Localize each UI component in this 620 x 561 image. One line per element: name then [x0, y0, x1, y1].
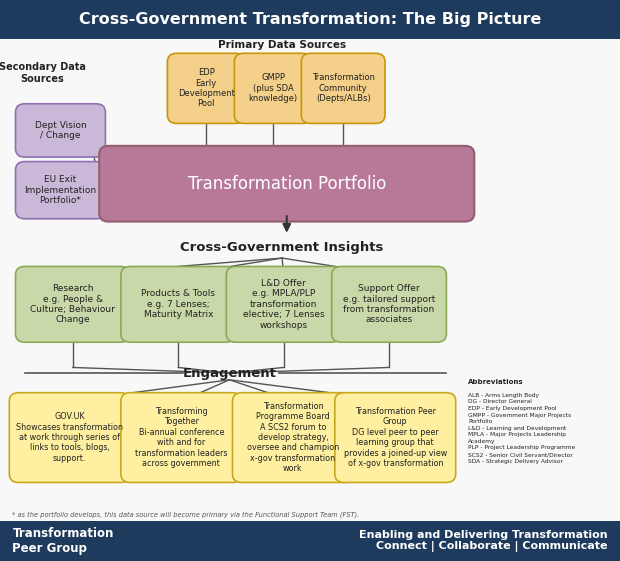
FancyBboxPatch shape: [121, 393, 242, 482]
Text: Engagement: Engagement: [182, 366, 277, 380]
Text: Dept Vision
/ Change: Dept Vision / Change: [35, 121, 86, 140]
Text: Primary Data Sources: Primary Data Sources: [218, 40, 346, 50]
Text: Enabling and Delivering Transformation
Connect | Collaborate | Communicate: Enabling and Delivering Transformation C…: [359, 530, 608, 552]
Text: Research
e.g. People &
Culture; Behaviour
Change: Research e.g. People & Culture; Behaviou…: [30, 284, 115, 324]
FancyBboxPatch shape: [121, 266, 236, 342]
Text: GOV.UK
Showcases transformation
at work through series of
links to tools, blogs,: GOV.UK Showcases transformation at work …: [16, 412, 123, 463]
Text: Abbreviations: Abbreviations: [468, 379, 524, 385]
FancyBboxPatch shape: [16, 162, 105, 219]
Text: L&D Offer
e.g. MPLA/PLP
transformation
elective; 7 Lenses
workshops: L&D Offer e.g. MPLA/PLP transformation e…: [243, 279, 324, 330]
Text: EU Exit
Implementation
Portfolio*: EU Exit Implementation Portfolio*: [24, 175, 97, 205]
Text: Cross-Government Insights: Cross-Government Insights: [180, 241, 384, 255]
Text: Transformation Portfolio: Transformation Portfolio: [188, 174, 386, 193]
FancyBboxPatch shape: [16, 104, 105, 157]
Text: Transforming
Together
Bi-annual conference
with and for
transformation leaders
a: Transforming Together Bi-annual conferen…: [135, 407, 228, 468]
Text: ALB - Arms Length Body
DG - Director General
EDP - Early Development Pool
GMPP -: ALB - Arms Length Body DG - Director Gen…: [468, 393, 575, 464]
Text: Transformation
Community
(Depts/ALBs): Transformation Community (Depts/ALBs): [312, 73, 374, 103]
FancyBboxPatch shape: [0, 521, 620, 561]
Text: Cross-Government Transformation: The Big Picture: Cross-Government Transformation: The Big…: [79, 12, 541, 27]
Text: GMPP
(plus SDA
knowledge): GMPP (plus SDA knowledge): [249, 73, 298, 103]
FancyBboxPatch shape: [332, 266, 446, 342]
FancyBboxPatch shape: [99, 146, 474, 222]
Text: Secondary Data
Sources: Secondary Data Sources: [0, 62, 86, 84]
Text: Products & Tools
e.g. 7 Lenses;
Maturity Matrix: Products & Tools e.g. 7 Lenses; Maturity…: [141, 289, 215, 319]
FancyBboxPatch shape: [335, 393, 456, 482]
FancyBboxPatch shape: [9, 393, 130, 482]
Text: Transformation
Peer Group: Transformation Peer Group: [12, 527, 114, 555]
FancyBboxPatch shape: [234, 53, 312, 123]
Text: * as the portfolio develops, this data source will become primary via the Functi: * as the portfolio develops, this data s…: [12, 512, 360, 518]
FancyBboxPatch shape: [167, 53, 245, 123]
FancyBboxPatch shape: [232, 393, 353, 482]
FancyBboxPatch shape: [226, 266, 341, 342]
FancyBboxPatch shape: [0, 0, 620, 39]
Text: EDP
Early
Development
Pool: EDP Early Development Pool: [178, 68, 234, 108]
Text: Transformation
Programme Board
A SCS2 forum to
develop strategy,
oversee and cha: Transformation Programme Board A SCS2 fo…: [247, 402, 339, 473]
Text: Transformation Peer
Group
DG level peer to peer
learning group that
provides a j: Transformation Peer Group DG level peer …: [343, 407, 447, 468]
FancyBboxPatch shape: [16, 266, 130, 342]
Text: Support Offer
e.g. tailored support
from transformation
associates: Support Offer e.g. tailored support from…: [343, 284, 435, 324]
FancyBboxPatch shape: [301, 53, 385, 123]
